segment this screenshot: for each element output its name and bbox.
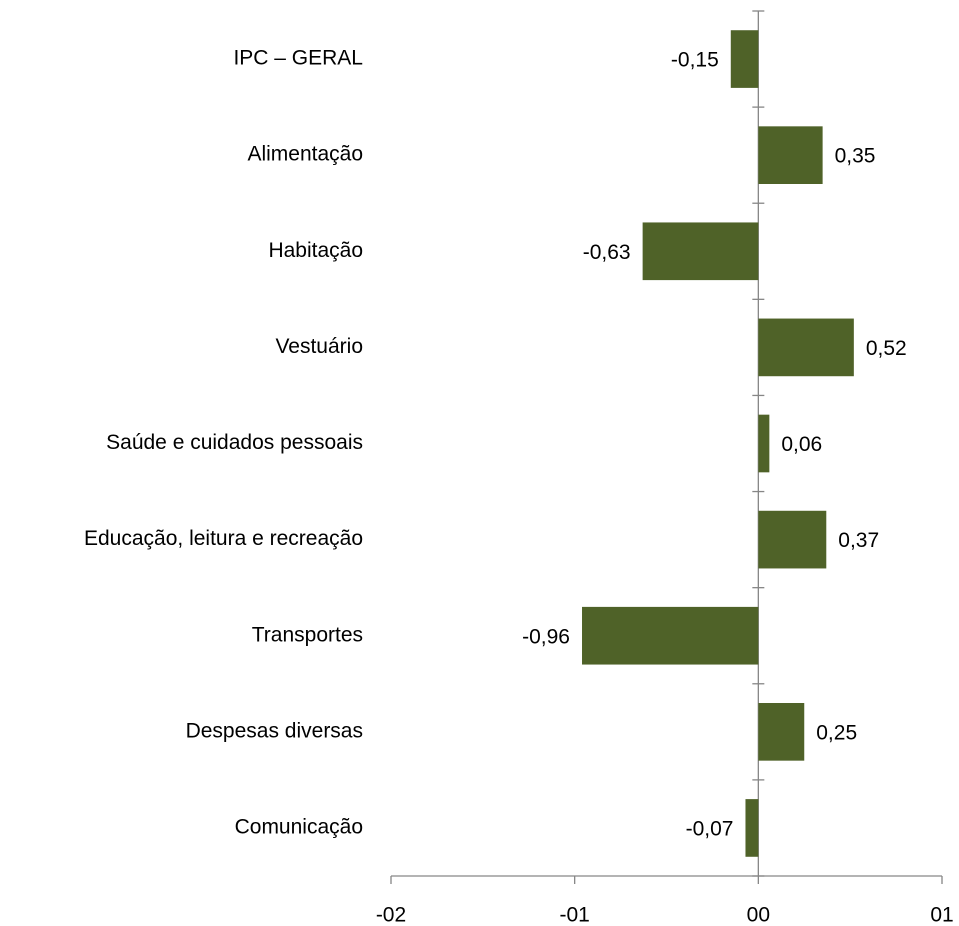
x-tick-label: 00 <box>747 904 770 926</box>
bar <box>745 799 759 857</box>
y-tick-label: Educação, leitura e recreação <box>84 527 363 550</box>
bar <box>758 703 805 761</box>
y-tick-label: IPC – GERAL <box>233 47 363 70</box>
value-label: 0,06 <box>781 433 822 456</box>
y-tick-label: Saúde e cuidados pessoais <box>106 431 363 454</box>
bar <box>642 222 759 281</box>
x-tick-label: -01 <box>559 904 589 926</box>
bar <box>730 30 759 88</box>
value-label: 0,35 <box>835 145 876 168</box>
value-label: 0,37 <box>838 529 879 552</box>
y-tick-label: Despesas diversas <box>186 719 363 742</box>
y-tick-label: Alimentação <box>247 143 363 166</box>
value-label: -0,63 <box>583 241 631 264</box>
bar <box>758 126 823 184</box>
x-tick-label: -02 <box>376 904 406 926</box>
value-label: 0,52 <box>866 337 907 360</box>
value-label: -0,96 <box>522 625 570 648</box>
value-label: 0,25 <box>816 721 857 744</box>
bar <box>758 414 770 473</box>
value-label: -0,07 <box>686 817 734 840</box>
bar <box>758 510 827 569</box>
y-tick-label: Vestuário <box>275 335 363 358</box>
value-label: -0,15 <box>671 49 719 72</box>
bar <box>582 606 759 665</box>
y-tick-label: Comunicação <box>235 815 363 838</box>
x-tick-label: 01 <box>930 904 953 926</box>
bar <box>758 318 854 377</box>
y-tick-label: Habitação <box>268 239 363 262</box>
y-tick-label: Transportes <box>252 623 363 646</box>
